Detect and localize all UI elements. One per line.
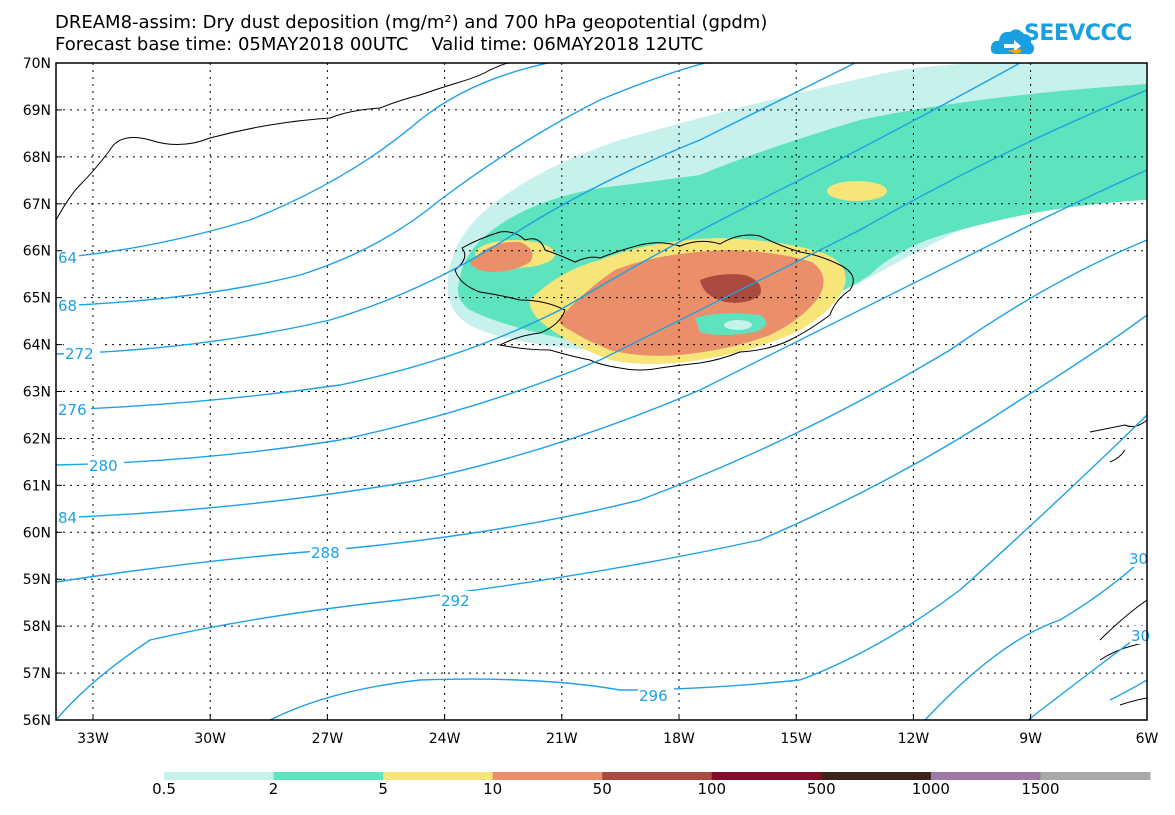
colorbar-label: 10 xyxy=(483,780,503,798)
forecast-base-time: Forecast base time: 05MAY2018 00UTC xyxy=(55,34,409,55)
colorbar-label: 50 xyxy=(592,780,612,798)
map-title: DREAM8-assim: Dry dust deposition (mg/m²… xyxy=(55,12,768,33)
latitude-label: 66N xyxy=(23,244,51,260)
dust-level-50 xyxy=(700,274,761,303)
longitude-label: 33W xyxy=(77,731,109,747)
contour-300 xyxy=(924,554,1147,720)
coastlines xyxy=(56,63,1147,706)
colorbar-swatch xyxy=(273,772,384,780)
latitude-label: 70N xyxy=(23,56,51,72)
contour-284 xyxy=(56,169,1147,519)
dust-spot-north xyxy=(827,181,887,201)
dust-field xyxy=(447,63,1147,364)
latitude-label: 57N xyxy=(23,666,51,682)
colorbar-label: 1000 xyxy=(911,780,950,798)
contour-label: 84 xyxy=(58,509,77,527)
latitude-label: 62N xyxy=(23,431,51,447)
longitude-label: 15W xyxy=(780,731,812,747)
latitude-label: 63N xyxy=(23,385,51,401)
latitude-label: 61N xyxy=(23,478,51,494)
latitude-label: 64N xyxy=(23,338,51,354)
contour-label: 68 xyxy=(58,297,77,315)
contour-label: 288 xyxy=(311,544,340,562)
coastline-iceland xyxy=(454,231,854,371)
colorbar-swatch xyxy=(602,772,713,780)
geopotential-contours xyxy=(56,63,1147,720)
contour-272 xyxy=(56,63,856,355)
contour-308 xyxy=(1109,679,1147,701)
contour-label: 280 xyxy=(89,457,118,475)
logo-text: SEEVCCC xyxy=(1024,21,1132,46)
longitude-label: 21W xyxy=(546,731,578,747)
contour-label-group: 64 68 272 276 280 84 288 292 296 30 30 xyxy=(57,248,1150,705)
latitude-label: 69N xyxy=(23,103,51,119)
longitude-label: 18W xyxy=(663,731,695,747)
coastline-greenland xyxy=(56,63,511,221)
colorbar-swatch xyxy=(930,772,1041,780)
contour-label: 272 xyxy=(65,345,94,363)
latitude-label: 68N xyxy=(23,150,51,166)
longitude-label: 30W xyxy=(194,731,226,747)
longitude-label: 9W xyxy=(1019,731,1042,747)
contour-296 xyxy=(269,414,1147,720)
colorbar-swatch xyxy=(821,772,932,780)
contour-276 xyxy=(56,63,1021,411)
coastline-scotland xyxy=(1089,419,1147,706)
contour-292 xyxy=(56,314,1147,720)
colorbar-label: 5 xyxy=(378,780,388,798)
colorbar-swatch xyxy=(164,772,275,780)
contour-label: 276 xyxy=(58,401,87,419)
colorbar-label: 1500 xyxy=(1021,780,1060,798)
colorbar-swatch xyxy=(492,772,603,780)
colorbar-label: 2 xyxy=(268,780,279,798)
longitude-label: 12W xyxy=(898,731,930,747)
latitude-label: 59N xyxy=(23,572,51,588)
contour-label: 30 xyxy=(1129,550,1148,568)
seevccc-logo xyxy=(990,29,1035,55)
latitude-labels: 70N 69N 68N 67N 66N 65N 64N 63N 62N 61N 60N 59N 58N 5… xyxy=(23,56,62,729)
longitude-labels: 33W 30W 27W 24W 21W 18W 15W 12W 9W 6W xyxy=(77,714,1159,747)
graticule xyxy=(56,63,1147,720)
latitude-label: 67N xyxy=(23,197,51,213)
contour-label: 30 xyxy=(1131,627,1150,645)
latitude-label: 65N xyxy=(23,291,51,307)
latitude-label: 60N xyxy=(23,525,51,541)
longitude-label: 24W xyxy=(429,731,461,747)
contour-268 xyxy=(56,63,706,307)
contour-264 xyxy=(56,63,549,259)
contour-288 xyxy=(56,239,1147,583)
colorbar-swatch xyxy=(711,772,822,780)
latitude-label: 58N xyxy=(23,619,51,635)
colorbar xyxy=(164,772,1151,780)
forecast-time: Forecast base time: 05MAY2018 00UTC Vali… xyxy=(55,35,703,55)
colorbar-swatch xyxy=(383,772,494,780)
valid-time: Valid time: 06MAY2018 12UTC xyxy=(431,34,704,55)
colorbar-swatch xyxy=(1040,772,1151,780)
latitude-label: 56N xyxy=(23,713,51,729)
longitude-label: 27W xyxy=(312,731,344,747)
colorbar-label: 100 xyxy=(697,780,727,798)
cloud-icon xyxy=(990,29,1035,55)
longitude-label: 6W xyxy=(1136,731,1159,747)
colorbar-label: 0.5 xyxy=(152,780,176,798)
contour-label: 64 xyxy=(58,249,77,267)
colorbar-label: 500 xyxy=(807,780,836,798)
contour-280 xyxy=(56,89,1147,466)
contour-304 xyxy=(1027,629,1147,720)
contour-label: 296 xyxy=(639,687,668,705)
contour-label: 292 xyxy=(441,592,470,610)
